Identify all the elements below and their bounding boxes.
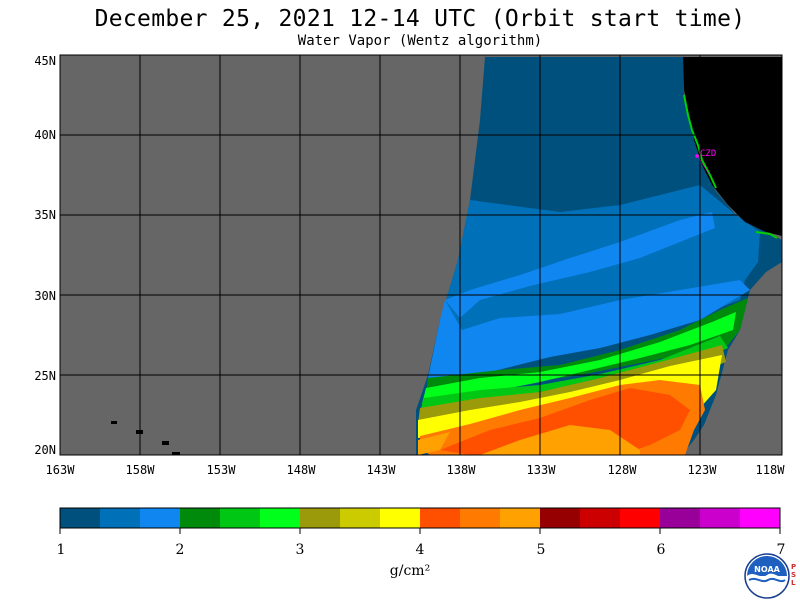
vapor-band-orange-red	[440, 388, 690, 455]
lon-label-133w: 133W	[526, 463, 556, 477]
colorbar-label-5: 5	[536, 542, 546, 558]
vapor-band-olive	[418, 345, 726, 424]
colorbar-swatch	[380, 508, 421, 528]
colorbar-label-7: 7	[776, 542, 786, 558]
lat-lon-grid	[60, 55, 782, 455]
vapor-band-mid-green	[420, 336, 728, 412]
coastline-green-south	[755, 231, 778, 239]
colorbar-swatch	[540, 508, 581, 528]
station-label: CZD	[700, 149, 716, 159]
colorbar-swatch	[180, 508, 221, 528]
vapor-band-bright-blue	[445, 212, 715, 318]
lat-label-30n: 30N	[34, 289, 56, 303]
map-title: December 25, 2021 12-14 UTC (Orbit start…	[94, 6, 746, 32]
colorbar-swatch	[220, 508, 261, 528]
lat-label-35n: 35N	[34, 208, 56, 222]
colorbar-swatch	[420, 508, 461, 528]
colorbar-label-6: 6	[656, 542, 666, 558]
noaa-logo: NOAA	[744, 553, 790, 599]
colorbar-swatch	[700, 508, 741, 528]
lon-label-153w: 153W	[206, 463, 236, 477]
lon-label-118w: 118W	[755, 463, 785, 477]
vapor-band-bright-blue-2	[428, 280, 750, 378]
lat-label-40n: 40N	[34, 128, 56, 142]
lon-label-138w: 138W	[446, 463, 476, 477]
lon-label-163w: 163W	[45, 463, 75, 477]
colorbar-swatch	[460, 508, 501, 528]
lon-label-158w: 158W	[125, 463, 155, 477]
land-north-america	[683, 57, 782, 236]
vapor-band-amber	[480, 425, 640, 455]
island-kauai	[111, 421, 117, 424]
colorbar-label-2: 2	[175, 542, 185, 558]
colorbar-swatch	[580, 508, 621, 528]
map-frame	[59, 54, 783, 456]
colorbar-label-3: 3	[295, 542, 305, 558]
colorbar	[59, 507, 781, 534]
colorbar-swatch	[260, 508, 301, 528]
lon-label-143w: 143W	[366, 463, 396, 477]
colorbar-swatch	[740, 508, 781, 528]
colorbar-label-4: 4	[415, 542, 425, 558]
lat-label-25n: 25N	[34, 369, 56, 383]
colorbar-swatch	[100, 508, 141, 528]
colorbar-unit: g/cm²	[389, 563, 431, 579]
colorbar-swatch	[340, 508, 381, 528]
vapor-band-amber-2	[418, 432, 450, 455]
colorbar-swatch	[500, 508, 541, 528]
svg-text:NOAA: NOAA	[754, 565, 780, 574]
island-maui	[162, 441, 169, 445]
colorbar-swatch	[300, 508, 341, 528]
lat-label-20n: 20N	[34, 443, 56, 457]
vapor-band-light-green	[422, 312, 736, 404]
lat-label-45n: 45N	[34, 54, 56, 68]
map-subtitle: Water Vapor (Wentz algorithm)	[297, 33, 543, 49]
colorbar-swatch	[140, 508, 181, 528]
lon-label-148w: 148W	[286, 463, 316, 477]
lon-label-128w: 128W	[607, 463, 637, 477]
vapor-band-yellow	[418, 355, 722, 438]
island-hawaii	[172, 452, 180, 455]
lon-label-123w: 123W	[687, 463, 717, 477]
colorbar-swatch	[660, 508, 701, 528]
colorbar-label-1: 1	[56, 542, 66, 558]
colorbar-swatch	[60, 508, 101, 528]
colorbar-swatch	[620, 508, 661, 528]
